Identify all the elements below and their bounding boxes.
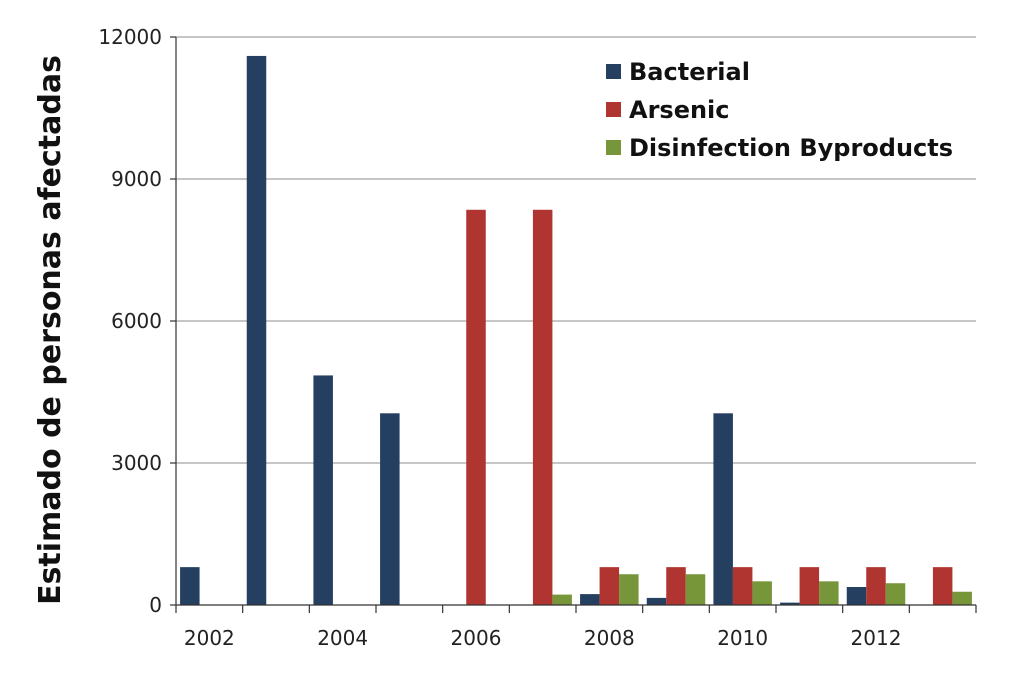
y-tick-labels: 0 3000 6000 9000 12000 — [98, 25, 162, 617]
bar-disinfection-byproducts-2011 — [819, 581, 839, 605]
bar-disinfection-byproducts-2010 — [752, 581, 772, 605]
legend-swatch-disinfection-byproducts — [606, 140, 621, 155]
x-tick-label-2010: 2010 — [717, 626, 768, 650]
bar-disinfection-byproducts-2012 — [885, 583, 906, 605]
bar-arsenic-2009 — [666, 567, 686, 605]
x-tick-label-2002: 2002 — [184, 626, 235, 650]
legend-swatch-bacterial — [606, 64, 621, 79]
bar-arsenic-2012 — [866, 567, 886, 605]
legend-label-disinfection-byproducts: Disinfection Byproducts — [629, 134, 953, 162]
bar-arsenic-2010 — [732, 567, 753, 605]
bar-disinfection-byproducts-2008 — [619, 574, 639, 605]
x-tick-label-2006: 2006 — [451, 626, 502, 650]
bar-bacterial-2008 — [580, 594, 600, 605]
bar-bacterial-2011 — [780, 602, 800, 605]
bar-bacterial-2004 — [313, 375, 333, 605]
y-tick-label-6000: 6000 — [111, 309, 162, 333]
bar-arsenic-2013 — [932, 567, 953, 605]
bar-disinfection-byproducts-2009 — [685, 574, 706, 605]
bar-arsenic-2011 — [799, 567, 820, 605]
gridlines — [176, 36, 976, 464]
bar-disinfection-byproducts-2013 — [952, 591, 972, 605]
legend-label-bacterial: Bacterial — [629, 58, 750, 86]
bar-arsenic-2008 — [599, 567, 620, 605]
bar-bacterial-2012 — [846, 587, 867, 605]
bar-arsenic-2007 — [532, 209, 553, 605]
legend: Bacterial Arsenic Disinfection Byproducts — [606, 58, 953, 162]
bar-bacterial-2005 — [380, 413, 400, 605]
bar-bacterial-2003 — [246, 55, 267, 606]
x-tick-label-2008: 2008 — [584, 626, 635, 650]
x-tick-label-2012: 2012 — [851, 626, 902, 650]
bar-bacterial-2009 — [646, 597, 667, 605]
x-tick-labels: 2002 2004 2006 2008 2010 2012 — [184, 626, 902, 650]
y-tick-label-12000: 12000 — [98, 25, 162, 49]
bar-arsenic-2006 — [466, 209, 486, 605]
x-tick-label-2004: 2004 — [317, 626, 368, 650]
y-tick-label-0: 0 — [149, 593, 162, 617]
y-tick-label-9000: 9000 — [111, 167, 162, 191]
axes — [170, 36, 977, 613]
bar-bacterial-2002 — [180, 567, 200, 605]
y-axis-label: Estimado de personas afectadas — [33, 55, 68, 605]
bar-bacterial-2010 — [713, 413, 733, 605]
y-tick-label-3000: 3000 — [111, 451, 162, 475]
legend-swatch-arsenic — [606, 102, 621, 117]
bars — [180, 55, 972, 606]
bar-disinfection-byproducts-2007 — [552, 594, 572, 605]
legend-label-arsenic: Arsenic — [629, 96, 730, 124]
